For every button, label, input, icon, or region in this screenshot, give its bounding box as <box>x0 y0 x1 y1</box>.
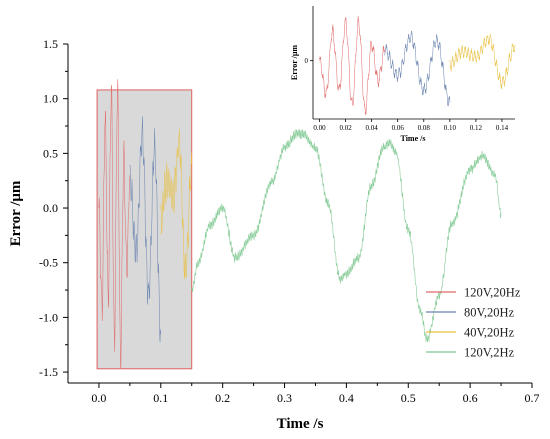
legend-item-120v-20hz-label: 120V,20Hz <box>464 286 521 300</box>
inset-y-axis-title: Error /μm <box>290 45 299 80</box>
series-80v-20hz-line <box>129 116 162 343</box>
inset-x-tick-label: 0.02 <box>339 124 352 132</box>
legend-item-40v-20hz-label: 40V,20Hz <box>464 326 515 340</box>
inset-y-tick-label: 0 <box>305 57 309 65</box>
x-tick-label: 0.2 <box>215 391 230 405</box>
inset-x-tick-label: 0.04 <box>366 124 379 132</box>
y-tick-label: 0.5 <box>43 146 58 160</box>
inset-x-tick-label: 0.14 <box>496 124 509 132</box>
inset-series-yellow-line <box>449 33 516 90</box>
inset-x-tick-label: 0.10 <box>444 124 457 132</box>
inset-x-tick-label: 0.06 <box>392 124 405 132</box>
y-tick-label: 1.0 <box>43 92 58 106</box>
y-tick-label: -0.5 <box>39 256 58 270</box>
x-tick-label: 0.4 <box>339 391 354 405</box>
inset-plot: 0.00 0.02 0.04 0.06 0.08 0.10 0.12 0.14 0 Time /s… <box>290 6 516 143</box>
x-tick-label: 0.1 <box>153 391 168 405</box>
inset-x-tick-label: 0.08 <box>418 124 431 132</box>
x-tick-label: 0.7 <box>525 391 540 405</box>
highlight-box <box>96 89 193 370</box>
series-120v-20hz-line <box>98 79 131 369</box>
x-tick-label: 0.3 <box>277 391 292 405</box>
x-tick-label: 0.0 <box>91 391 106 405</box>
main-plot: 0.0 0.1 0.2 0.3 0.4 0.5 0.6 0.7 1.5 1.0 0.5 0.0 -0.5… <box>8 37 540 432</box>
series-120v-2hz-line <box>191 129 502 342</box>
inset-x-tick-label: 0.12 <box>470 124 483 132</box>
y-tick-label: 0.0 <box>43 201 58 215</box>
y-axis-title: Error /μm <box>8 180 24 246</box>
legend-item-80v-20hz-label: 80V,20Hz <box>464 306 515 320</box>
x-axis-title: Time /s <box>277 416 324 432</box>
series-40v-20hz-line <box>160 128 193 280</box>
legend-item-120v-2hz-label: 120V,2Hz <box>464 346 515 360</box>
inset-series-blue-line <box>384 30 451 107</box>
y-tick-label: -1.0 <box>39 310 58 324</box>
x-tick-label: 0.5 <box>401 391 416 405</box>
x-tick-label: 0.6 <box>463 391 478 405</box>
inset-series-red-line <box>319 15 385 116</box>
inset-x-tick-label: 0.00 <box>313 124 326 132</box>
y-tick-label: 1.5 <box>43 37 58 51</box>
inset-x-axis-title: Time /s <box>401 134 426 143</box>
y-tick-label: -1.5 <box>39 365 58 379</box>
